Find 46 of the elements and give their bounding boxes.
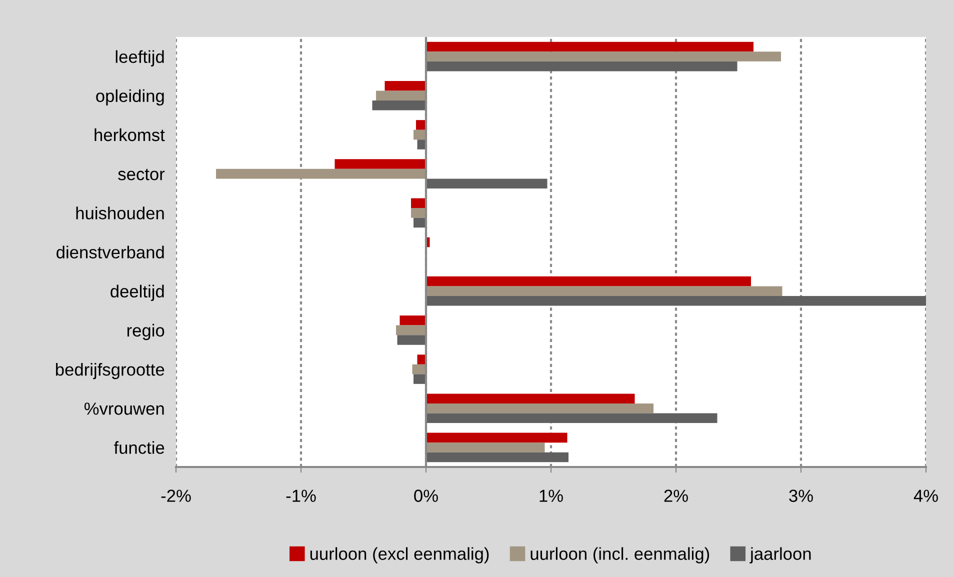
bar — [426, 394, 635, 404]
bar — [397, 335, 426, 345]
y-tick-label: deeltijd — [110, 284, 164, 301]
x-tick-label: 0% — [414, 490, 438, 502]
bar — [400, 316, 426, 326]
bar — [372, 100, 426, 110]
bar — [426, 442, 545, 452]
bar — [426, 452, 568, 462]
bar — [426, 403, 654, 414]
bar — [426, 432, 568, 443]
y-tick-label: bedrijfsgrootte — [56, 362, 164, 380]
bar — [414, 374, 426, 384]
x-tick-label: 4% — [914, 490, 938, 502]
bar — [426, 178, 548, 188]
y-tick-label: leeftijd — [116, 50, 164, 66]
x-tick-label: 1% — [540, 490, 563, 502]
bar — [376, 90, 426, 101]
bar — [411, 198, 426, 208]
y-tick-label: huishouden — [76, 206, 164, 220]
y-tick-label: regio — [127, 324, 164, 340]
legend-label: uurloon (excl eenmalig) — [310, 547, 489, 564]
bar — [426, 61, 738, 72]
y-tick-label: herkomst — [94, 128, 165, 142]
y-tick-label: %vrouwen — [84, 402, 164, 415]
bar — [426, 52, 781, 62]
x-tick-label: 2% — [664, 490, 688, 502]
x-tick-label: 3% — [789, 490, 813, 502]
bar — [426, 42, 754, 52]
legend-label: uurloon (incl. eenmalig) — [530, 547, 710, 564]
y-tick-label: dienstverband — [56, 246, 164, 258]
bar — [216, 168, 426, 179]
legend-label: jaarloon — [750, 547, 811, 564]
bar — [384, 80, 426, 91]
bar — [416, 120, 426, 130]
bar — [334, 159, 426, 169]
bar — [426, 286, 782, 296]
bar — [396, 325, 426, 336]
bar — [411, 208, 426, 218]
bar — [426, 276, 751, 286]
bar — [426, 413, 718, 424]
bar — [426, 296, 926, 306]
x-tick-label: -1% — [286, 490, 316, 502]
x-tick-label: -2% — [161, 490, 191, 502]
y-tick-label: opleiding — [96, 89, 164, 106]
y-tick-label: sector — [118, 168, 165, 180]
y-tick-label: functie — [114, 441, 164, 454]
